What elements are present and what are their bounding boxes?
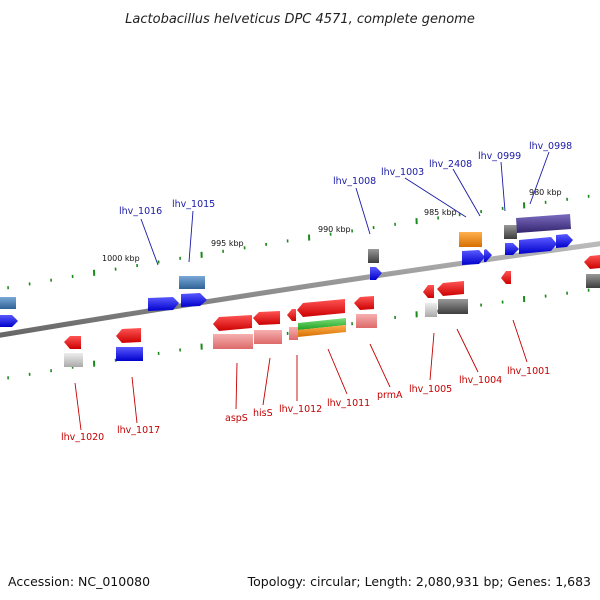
gene-feature <box>287 309 296 321</box>
gene-feature <box>213 315 252 331</box>
gene-label: lhv_1001 <box>507 366 550 377</box>
forward-gene-labels: lhv_1016 lhv_1015 lhv_1008 lhv_1003 lhv_… <box>119 141 572 266</box>
gene-feature <box>0 297 16 309</box>
gene-feature <box>462 250 485 265</box>
scale-label: 990 kbp <box>318 225 351 234</box>
scale-labels: 1000 kbp 995 kbp 990 kbp 985 kbp 980 kbp <box>102 188 562 263</box>
gene-feature <box>584 255 600 269</box>
gene-feature <box>213 334 253 349</box>
gene-label: lhv_1004 <box>459 375 502 386</box>
gene-label: lhv_1020 <box>61 432 104 443</box>
genome-summary-text: Topology: circular; Length: 2,080,931 bp… <box>247 574 591 589</box>
gene-feature <box>356 314 377 328</box>
forward-strand-features <box>0 214 573 327</box>
gene-feature <box>423 285 434 298</box>
gene-feature <box>0 315 18 327</box>
gene-feature <box>254 330 282 344</box>
gene-feature <box>64 353 83 367</box>
gene-feature <box>179 276 205 289</box>
gene-feature <box>116 328 141 343</box>
gene-label: lhv_0998 <box>529 141 572 152</box>
gene-feature <box>253 311 280 325</box>
scale-label: 980 kbp <box>529 188 562 197</box>
gene-feature <box>586 274 600 288</box>
gene-label: lhv_1011 <box>327 398 370 409</box>
gene-feature <box>516 214 571 233</box>
gene-feature <box>64 336 81 349</box>
gene-feature <box>298 325 346 337</box>
gene-feature <box>501 271 511 284</box>
gene-feature <box>297 299 345 317</box>
gene-label: lhv_2408 <box>429 159 472 170</box>
gene-feature <box>505 243 519 255</box>
scale-label: 995 kbp <box>211 239 244 248</box>
gene-label: prmA <box>377 390 403 401</box>
gene-label: lhv_0999 <box>478 151 521 162</box>
gene-feature <box>368 249 379 263</box>
upper-tick-ring <box>7 194 590 290</box>
gene-feature <box>298 318 346 330</box>
scale-label: 1000 kbp <box>102 254 140 263</box>
gene-feature <box>370 267 382 280</box>
gene-feature <box>519 237 557 254</box>
gene-label: lhv_1017 <box>117 425 160 436</box>
gene-feature <box>556 234 573 248</box>
gene-label: lhv_1003 <box>381 167 424 178</box>
gene-feature <box>181 293 207 307</box>
gene-label: lhv_1005 <box>409 384 452 395</box>
gene-feature <box>425 303 437 317</box>
genome-backbone <box>0 241 600 338</box>
map-title: Lactobacillus helveticus DPC 4571, compl… <box>125 12 475 27</box>
gene-feature <box>459 232 482 247</box>
gene-feature <box>504 225 517 239</box>
gene-feature <box>484 249 492 262</box>
accession-text: Accession: NC_010080 <box>8 574 150 589</box>
gene-feature <box>289 327 298 340</box>
gene-label: lhv_1008 <box>333 176 376 187</box>
scale-label: 985 kbp <box>424 208 457 217</box>
gene-feature <box>116 347 143 361</box>
gene-label: lhv_1015 <box>172 199 215 210</box>
gene-feature <box>438 299 468 314</box>
gene-feature <box>437 281 464 296</box>
gene-feature <box>354 296 374 310</box>
reverse-gene-labels: lhv_1020 lhv_1017 aspS hisS lhv_1012 lhv… <box>61 319 550 443</box>
gene-label: hisS <box>253 408 273 419</box>
gene-feature <box>148 297 179 311</box>
gene-label: aspS <box>225 413 248 424</box>
gene-label: lhv_1016 <box>119 206 162 217</box>
reverse-strand-features <box>64 255 600 367</box>
gene-label: lhv_1012 <box>279 404 322 415</box>
